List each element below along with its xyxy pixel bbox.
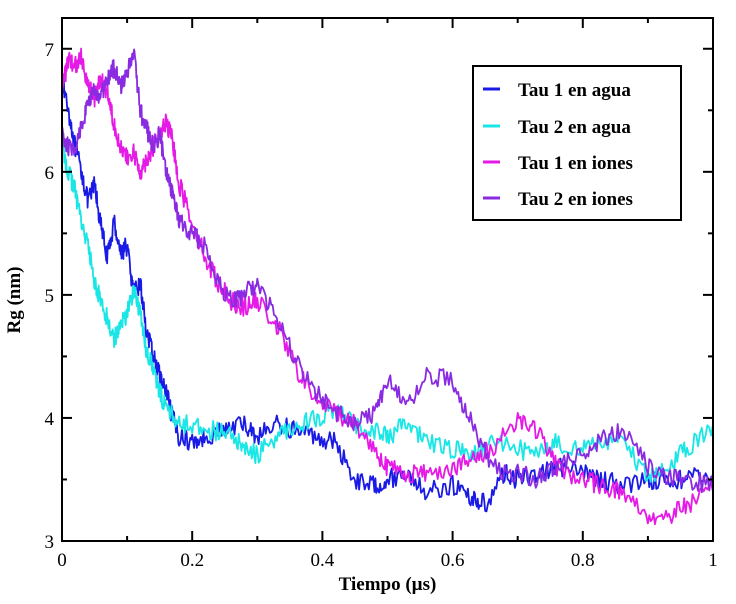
legend-box bbox=[472, 65, 682, 221]
series-line-tau-1-en-iones bbox=[61, 47, 714, 526]
x-tick-label: 1 bbox=[708, 550, 718, 571]
legend-label-tau2-agua: Tau 2 en agua bbox=[518, 117, 631, 138]
legend-label-tau2-iones: Tau 2 en iones bbox=[518, 189, 633, 210]
x-tick-label: 0.4 bbox=[311, 550, 335, 571]
series-line-tau-2-en-iones bbox=[61, 48, 714, 494]
y-axis-title: Rg (nm) bbox=[4, 266, 25, 333]
x-tick-label: 0.6 bbox=[441, 550, 465, 571]
y-tick-label: 7 bbox=[45, 40, 55, 61]
legend-label-tau1-agua: Tau 1 en agua bbox=[518, 80, 631, 101]
y-tick-label: 6 bbox=[45, 163, 55, 184]
x-axis-title: Tiempo (µs) bbox=[339, 574, 437, 595]
x-tick-label: 0.8 bbox=[571, 550, 595, 571]
x-tick-label: 0.2 bbox=[180, 550, 204, 571]
series-layer bbox=[61, 47, 714, 526]
legend-label-tau1-iones: Tau 1 en iones bbox=[518, 153, 633, 174]
x-tick-label: 0 bbox=[57, 550, 67, 571]
y-tick-label: 5 bbox=[45, 286, 55, 307]
y-tick-label: 3 bbox=[45, 532, 55, 553]
tick-labels-layer: 0 0.2 0.4 0.6 0.8 1 3 4 5 6 7 bbox=[45, 40, 718, 571]
ticks-layer bbox=[61, 18, 714, 542]
y-tick-label: 4 bbox=[45, 409, 55, 430]
legend: Tau 1 en agua Tau 2 en agua Tau 1 en ion… bbox=[472, 65, 682, 221]
